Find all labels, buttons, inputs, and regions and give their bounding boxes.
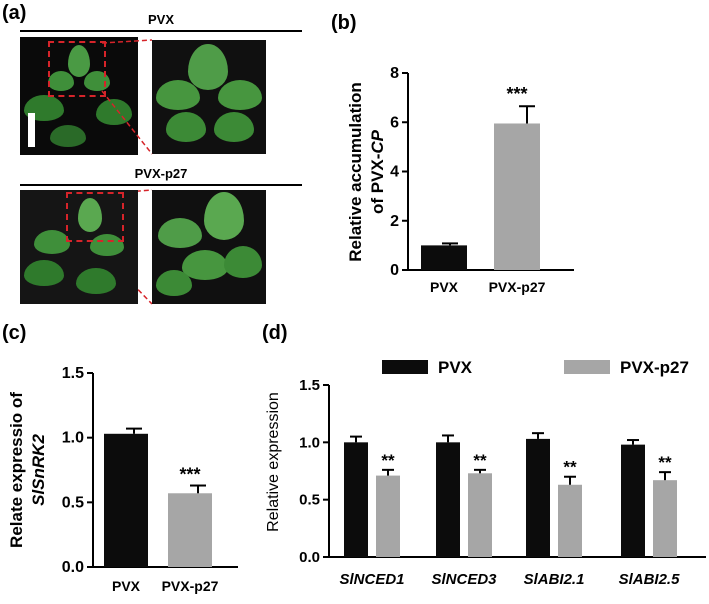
x-tick-label: PVX-p27 [489, 279, 546, 295]
leaf-shape [76, 268, 116, 294]
panel-d-label: (d) [262, 322, 288, 344]
photo-title-pvx-p27: PVX-p27 [134, 166, 188, 181]
title-rule-top [20, 30, 302, 32]
y-axis-title-prefix: of PVX- [368, 154, 387, 214]
significance-mark: ** [473, 451, 487, 470]
y-tick-label: 1.5 [62, 365, 84, 382]
leaf-shape [48, 71, 74, 91]
y-axis-title: Relative accumulation of PVX-CP [346, 82, 387, 262]
bar-pvx-p27-4 [653, 480, 677, 557]
photo-pvx-zoom [152, 40, 266, 154]
photo-pvx-p27-whole-plant [20, 190, 138, 304]
significance-mark: ** [381, 451, 395, 470]
y-axis-title-group: Relative expression [265, 392, 282, 532]
y-axis-title-line1: Relative accumulation [346, 82, 365, 262]
x-tick-label: SlABI2.5 [619, 571, 681, 588]
y-axis-title-gene: SlSnRK2 [29, 434, 48, 506]
y-tick-label: 2 [390, 213, 399, 230]
bar-pvx-1 [344, 442, 368, 557]
bar-pvx-2 [436, 442, 460, 557]
x-tick-label: SlABI2.1 [524, 571, 585, 588]
leaf-shape [84, 71, 110, 91]
bar-pvx-p27-3 [558, 484, 582, 557]
y-tick-label: 4 [390, 164, 399, 181]
leaf-shape [204, 192, 244, 240]
panel-a-label: (a) [2, 2, 27, 24]
bar-pvx-p27-1 [376, 475, 400, 557]
leaf-shape [224, 246, 262, 278]
significance-mark: ** [658, 453, 672, 472]
bar-pvx-p27-2 [468, 473, 492, 557]
y-axis-title: Relate expressio of SlSnRK2 [7, 392, 48, 548]
leaf-shape [218, 80, 262, 110]
bar-pvx [421, 245, 467, 270]
y-tick-label: 0 [390, 262, 399, 279]
leaf-shape [166, 112, 206, 142]
leaf-shape [158, 218, 202, 248]
x-tick-label: PVX-p27 [162, 578, 219, 594]
y-tick-label: 6 [390, 114, 399, 131]
bar-pvx-3 [526, 438, 550, 557]
y-tick-label: 0.5 [62, 494, 84, 511]
leaf-shape [50, 125, 86, 147]
y-tick-label: 1.0 [299, 434, 320, 451]
leaf-shape [182, 250, 228, 280]
legend-swatch-pvx [382, 360, 428, 374]
legend-swatch-pvx-p27 [564, 360, 610, 374]
legend: PVX PVX-p27 [382, 358, 689, 377]
y-tick-label: 1.0 [62, 430, 84, 447]
bar-pvx-p27 [168, 493, 212, 567]
y-axis-title-line2: of PVX-CP [368, 129, 387, 214]
leaf-shape [34, 230, 70, 254]
bar-pvx-p27 [494, 123, 540, 270]
significance-mark: ** [563, 458, 577, 477]
bar-pvx-4 [621, 444, 645, 557]
leaf-shape [214, 112, 254, 142]
zoom-box [48, 41, 106, 97]
x-tick-label: SlNCED3 [431, 571, 497, 588]
photo-pvx-p27-zoom [152, 190, 266, 304]
photo-title-pvx: PVX [147, 12, 174, 27]
zoom-box [66, 192, 124, 242]
y-tick-label: 8 [390, 65, 399, 82]
scale-bar [28, 113, 35, 147]
y-tick-label: 0.5 [299, 492, 320, 509]
x-tick-label: SlNCED1 [339, 571, 404, 588]
leaf-shape [156, 80, 200, 110]
leaf-shape [90, 234, 124, 256]
legend-label-pvx: PVX [438, 358, 473, 377]
leaf-shape [68, 45, 90, 77]
y-axis-title-line1: Relate expressio of [7, 392, 26, 548]
y-tick-label: 0.0 [299, 549, 320, 566]
x-tick-label: PVX [112, 578, 141, 594]
leaf-shape [156, 270, 192, 296]
leaf-shape [188, 44, 228, 90]
panel-c-label: (c) [2, 322, 27, 344]
title-rule-bottom [20, 184, 302, 186]
significance-mark: *** [506, 84, 527, 104]
legend-label-pvx-p27: PVX-p27 [620, 358, 689, 377]
leaf-shape [78, 198, 102, 232]
panel-b-label: (b) [331, 12, 357, 34]
bar-pvx [104, 433, 148, 567]
y-tick-label: 1.5 [299, 377, 320, 394]
y-tick-label: 0.0 [62, 559, 84, 576]
y-axis-title-gene: CP [368, 129, 387, 153]
significance-mark: *** [179, 465, 200, 485]
x-tick-label: PVX [430, 279, 459, 295]
leaf-shape [24, 260, 64, 286]
y-axis-title: Relative expression [265, 392, 282, 532]
